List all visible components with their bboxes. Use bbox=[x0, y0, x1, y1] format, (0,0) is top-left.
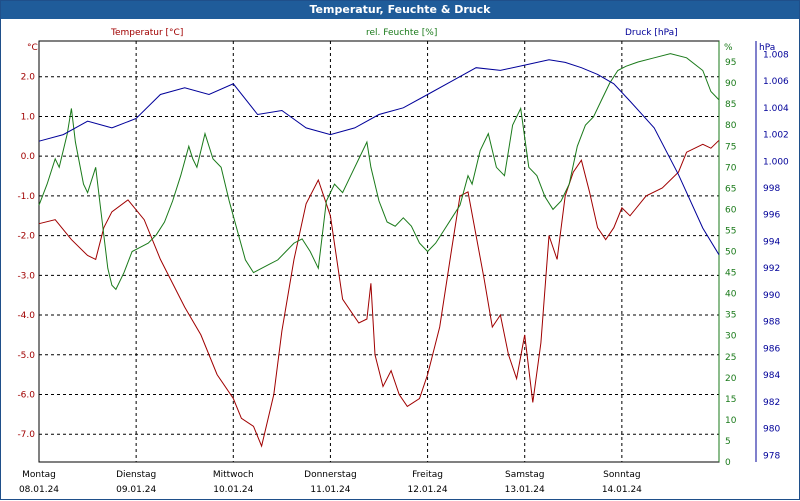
humidity-line bbox=[38, 53, 720, 291]
humidity-tick-label: 25 bbox=[725, 353, 736, 363]
humidity-tick-label: 10 bbox=[725, 416, 737, 426]
left-tick-label: -4.0 bbox=[17, 311, 35, 321]
humidity-tick-label: 85 bbox=[725, 100, 736, 110]
humidity-tick-label: 30 bbox=[725, 332, 737, 342]
pressure-tick-label: 1.008 bbox=[763, 50, 789, 60]
x-tick-day: Montag bbox=[22, 470, 56, 480]
x-tick-day: Samstag bbox=[505, 470, 544, 480]
x-tick-date: 10.01.24 bbox=[213, 485, 253, 495]
x-tick-date: 09.01.24 bbox=[116, 485, 156, 495]
x-tick-day: Freitag bbox=[412, 470, 443, 480]
pressure-tick-label: 1.004 bbox=[763, 104, 789, 114]
pressure-axis-unit: hPa bbox=[759, 43, 775, 53]
x-tick-date: 13.01.24 bbox=[505, 485, 545, 495]
left-axis-unit: °C bbox=[27, 43, 38, 53]
pressure-tick-label: 1.002 bbox=[763, 131, 789, 141]
humidity-axis-unit: % bbox=[724, 43, 733, 53]
humidity-tick-label: 95 bbox=[725, 58, 736, 68]
left-tick-label: -3.0 bbox=[17, 271, 35, 281]
legend-temperature: Temperatur [°C] bbox=[110, 28, 183, 38]
pressure-tick-label: 994 bbox=[763, 237, 780, 247]
humidity-tick-label: 90 bbox=[725, 79, 737, 89]
left-tick-label: -2.0 bbox=[17, 232, 35, 242]
pressure-tick-label: 992 bbox=[763, 264, 780, 274]
pressure-tick-label: 978 bbox=[763, 451, 780, 461]
x-tick-date: 14.01.24 bbox=[602, 485, 642, 495]
window-title: Temperatur, Feuchte & Druck bbox=[1, 1, 799, 19]
left-tick-label: 1.0 bbox=[21, 112, 36, 122]
pressure-tick-label: 984 bbox=[763, 371, 780, 381]
legend-humidity: rel. Feuchte [%] bbox=[366, 28, 437, 38]
pressure-tick-label: 1.006 bbox=[763, 77, 789, 87]
humidity-tick-label: 20 bbox=[725, 374, 737, 384]
pressure-tick-label: 980 bbox=[763, 425, 780, 435]
humidity-tick-label: 35 bbox=[725, 311, 736, 321]
humidity-tick-label: 80 bbox=[725, 121, 737, 131]
pressure-tick-label: 990 bbox=[763, 291, 780, 301]
left-tick-label: -6.0 bbox=[17, 390, 35, 400]
x-tick-day: Dienstag bbox=[116, 470, 156, 480]
humidity-tick-label: 50 bbox=[725, 248, 737, 258]
x-tick-day: Donnerstag bbox=[304, 470, 357, 480]
humidity-tick-label: 40 bbox=[725, 290, 737, 300]
humidity-tick-label: 55 bbox=[725, 226, 736, 236]
left-tick-label: 2.0 bbox=[21, 73, 36, 83]
legend-pressure: Druck [hPa] bbox=[625, 28, 678, 38]
humidity-tick-label: 75 bbox=[725, 142, 736, 152]
axis-ticks: 2.0 1.0 0.0 -1.0 -2.0 -3.0 -4.0 -5.0 -6.0 -7.0 Mon… bbox=[17, 41, 789, 495]
pressure-tick-label: 982 bbox=[763, 398, 780, 408]
humidity-tick-label: 65 bbox=[725, 184, 736, 194]
pressure-tick-label: 998 bbox=[763, 184, 780, 194]
grid bbox=[38, 40, 720, 463]
left-tick-label: -7.0 bbox=[17, 430, 35, 440]
x-tick-date: 08.01.24 bbox=[19, 485, 59, 495]
x-tick-date: 11.01.24 bbox=[310, 485, 350, 495]
plot-frame bbox=[38, 40, 720, 463]
series-group bbox=[38, 53, 720, 448]
humidity-tick-label: 70 bbox=[725, 163, 737, 173]
left-tick-label: -1.0 bbox=[17, 192, 35, 202]
pressure-tick-label: 986 bbox=[763, 344, 780, 354]
left-tick-label: -5.0 bbox=[17, 351, 35, 361]
pressure-line bbox=[38, 59, 720, 256]
pressure-tick-label: 996 bbox=[763, 211, 780, 221]
x-tick-day: Sonntag bbox=[603, 470, 640, 480]
humidity-tick-label: 5 bbox=[725, 437, 731, 447]
humidity-tick-label: 60 bbox=[725, 205, 737, 215]
humidity-tick-label: 0 bbox=[725, 458, 731, 468]
x-tick-date: 12.01.24 bbox=[408, 485, 448, 495]
pressure-tick-label: 1.000 bbox=[763, 157, 789, 167]
x-tick-day: Mittwoch bbox=[213, 470, 254, 480]
pressure-tick-label: 988 bbox=[763, 318, 780, 328]
humidity-tick-label: 45 bbox=[725, 269, 736, 279]
temperature-line bbox=[38, 139, 720, 448]
humidity-tick-label: 15 bbox=[725, 395, 736, 405]
left-tick-label: 0.0 bbox=[21, 152, 36, 162]
